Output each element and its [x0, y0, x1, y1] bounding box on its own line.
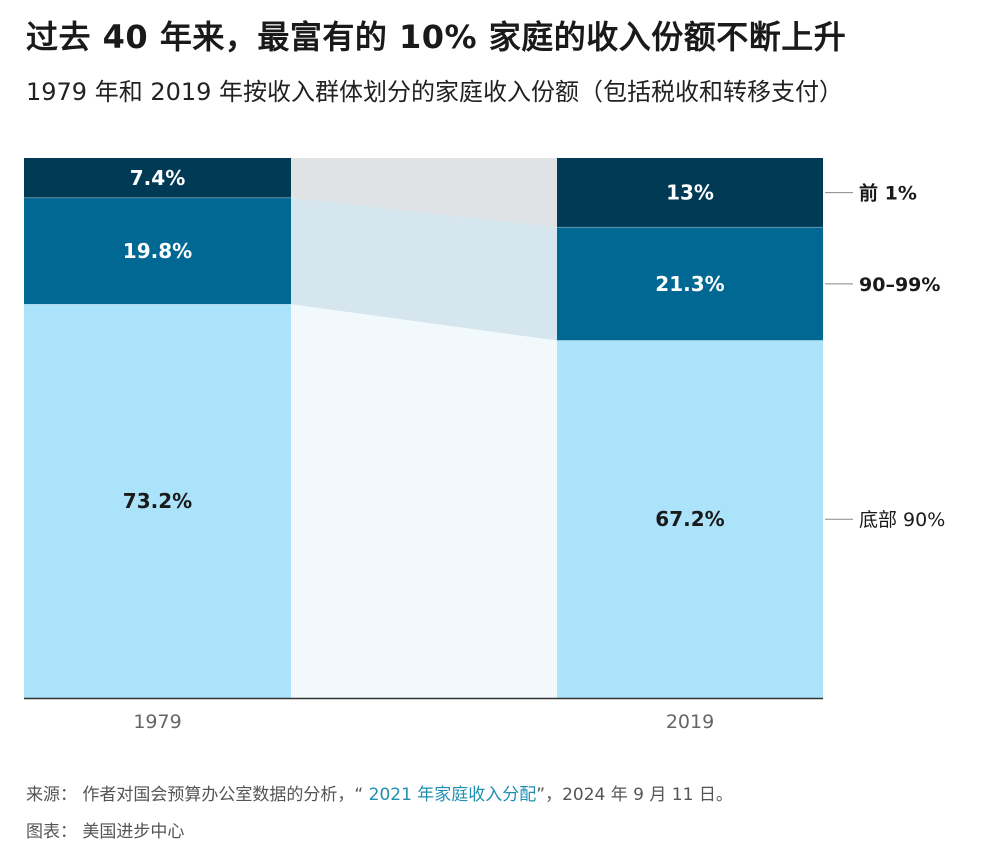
bar-segment-1979-2[interactable]	[24, 197, 291, 305]
bar-segment-2019-2[interactable]	[557, 227, 823, 341]
connector-band-2	[291, 197, 557, 341]
legend-label-90: 底部 90%	[859, 509, 945, 531]
stacked-bar-chart: 73.2% 19.8% 7.4% 1979 67.2% 21.3% 13% 2019 底部 90…	[24, 158, 945, 733]
data-label: 7.4%	[130, 166, 185, 190]
bar-segment-1979-3[interactable]	[24, 158, 291, 198]
source-note: 来源： 作者对国会预算办公室数据的分析，“ 2021 年家庭收入分配”，2024…	[26, 780, 733, 805]
connector-band-3	[291, 158, 557, 228]
bar-segment-2019-3[interactable]	[557, 158, 823, 228]
bar-segment-2019-1[interactable]	[557, 340, 823, 698]
chart-title: 过去 40 年来，最富有的 10% 家庭的收入份额不断上升	[26, 18, 847, 56]
bar-segment-1979-1[interactable]	[24, 304, 291, 698]
data-label: 19.8%	[123, 239, 192, 263]
chart-subtitle: 1979 年和 2019 年按收入群体划分的家庭收入份额（包括税收和转移支付）	[26, 78, 844, 106]
legend-label-1: 前 1%	[859, 182, 917, 205]
data-label: 21.3%	[655, 272, 724, 296]
data-label: 67.2%	[655, 507, 724, 531]
legend-label-90-99: 90–99%	[859, 274, 940, 296]
x-tick-label: 1979	[133, 711, 181, 733]
source-prefix: 来源： 作者对国会预算办公室数据的分析，“	[26, 785, 369, 805]
connector-band-1	[291, 304, 557, 698]
chart-credit: 图表： 美国进步中心	[26, 822, 185, 842]
x-tick-label: 2019	[666, 711, 714, 733]
source-suffix: ”，2024 年 9 月 11 日。	[536, 785, 733, 805]
data-label: 73.2%	[123, 489, 192, 513]
source-link[interactable]: 2021 年家庭收入分配	[368, 785, 537, 805]
data-label: 13%	[666, 181, 714, 205]
